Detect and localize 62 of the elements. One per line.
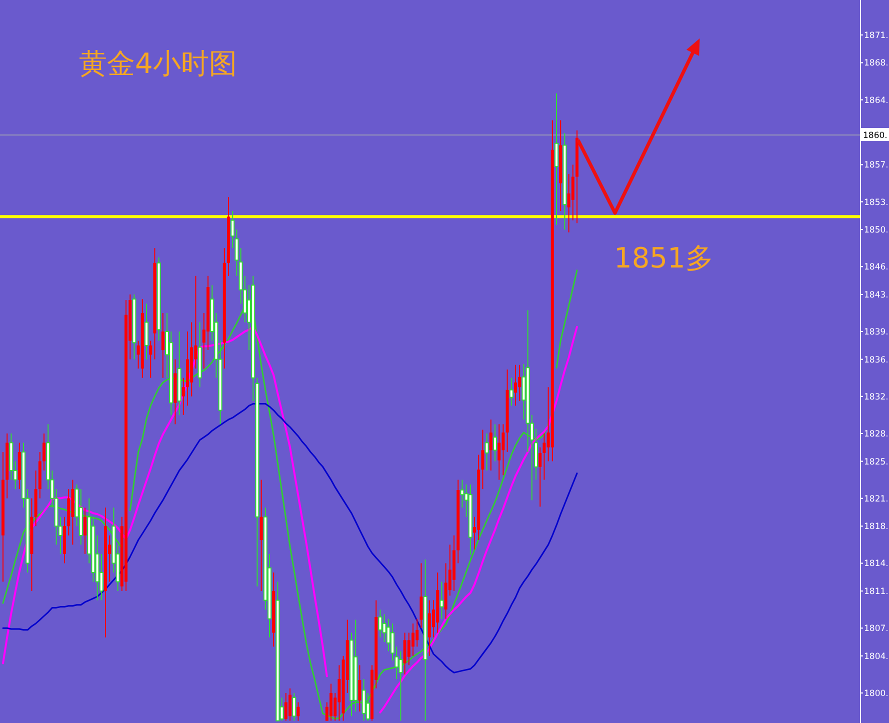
candlestick [518,364,522,402]
y-tick-label: 1839. [864,328,888,338]
candlestick [144,303,148,360]
candlestick [288,688,292,722]
candlestick [358,664,362,712]
candlestick [509,377,514,406]
candlestick [362,678,366,722]
y-tick-label: 1828. [864,429,888,440]
candlestick [542,432,546,480]
candlestick [460,479,464,508]
candlestick [149,340,152,378]
candlestick [538,446,542,508]
y-tick-label: 1857. [864,160,888,171]
y-tick-label: 1818. [864,522,888,532]
candlestick [489,419,492,472]
candlestick [284,692,288,722]
candlestick [296,702,300,722]
candlestick [567,173,570,233]
candlestick [522,363,526,420]
candlestick [398,650,403,722]
candlestick [84,507,86,554]
y-tick-label: 1843. [864,290,888,300]
candlestick [502,424,505,476]
candlestick [481,429,484,490]
y-tick-label: 1871. [864,30,888,41]
candlestick [493,424,497,462]
candlestick [420,562,423,629]
line-series [2,403,578,674]
y-tick-label: 1821. [864,494,888,504]
y-tick-label: 1853. [864,198,888,208]
candlestick [407,632,410,666]
y-tick-label: 1836. [864,355,888,366]
y-tick-label: 1811. [864,587,888,598]
y-tick-label: 1846. [864,262,888,273]
candlestick [498,424,501,480]
ref-line-label: 1851多 [614,242,714,275]
y-tick-label: 1825. [864,457,888,468]
candlestick [378,609,382,638]
candlestick [182,377,185,416]
y-tick-label: 1864. [864,96,888,106]
y-tick-label: 1850. [864,226,888,236]
candlestick [514,364,517,406]
ref-line-label: 1860. [863,131,888,142]
text: 黄金4小时图 [79,47,237,80]
y-tick-label: 1807. [864,624,888,634]
y-tick-label: 1804. [864,652,888,662]
y-tick-label: 1814. [864,559,888,570]
candlestick [440,581,444,620]
candlestick [161,312,164,378]
y-tick-label: 1800. [864,688,888,699]
candlestick [260,479,263,592]
y-tick-label: 1832. [864,392,888,402]
candlestick [403,632,406,675]
candlestick [571,164,574,221]
candlestick [292,692,296,722]
candlestick [42,432,46,472]
candlestick [330,683,332,722]
candlestick [554,92,558,226]
candlestick [412,622,414,656]
candlestick [416,618,419,648]
y-tick-label: 1868. [864,58,888,69]
candlestick [484,432,489,472]
